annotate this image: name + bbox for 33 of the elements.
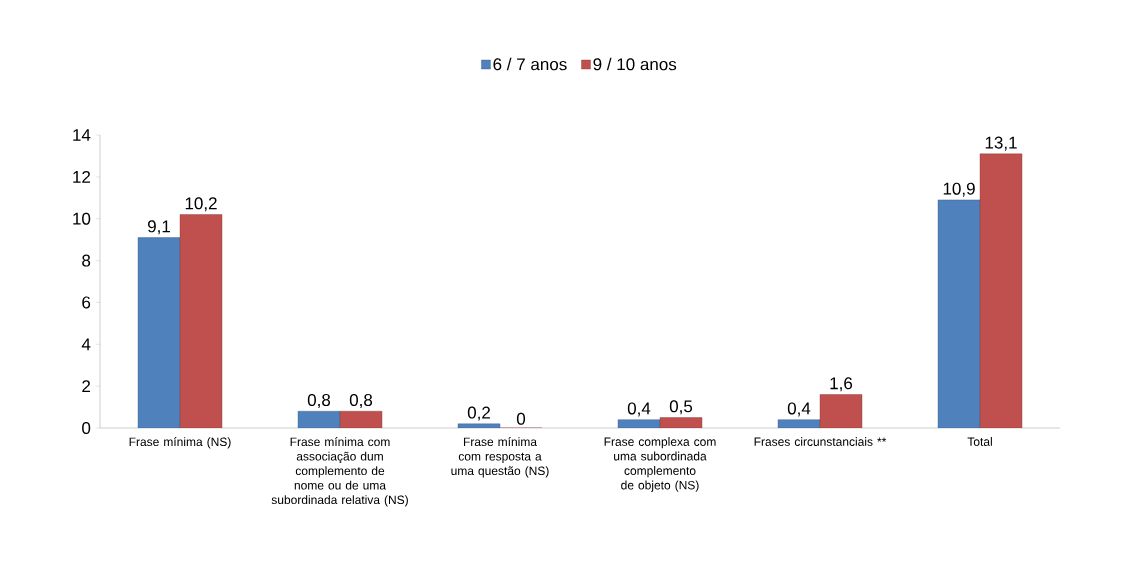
bar [937, 199, 981, 428]
legend-label: 9 / 10 anos [593, 57, 677, 71]
legend-label: 6 / 7 anos [493, 57, 567, 71]
data-label: 10,2 [185, 197, 217, 212]
data-label: 0,8 [307, 394, 331, 409]
y-tick-label: 0 [82, 421, 91, 435]
bar [979, 153, 1023, 428]
y-tick-label: 4 [81, 338, 91, 351]
data-label: 1,6 [830, 377, 853, 392]
y-tick-label: 10 [73, 212, 91, 225]
bar [137, 237, 181, 428]
y-tick-label: 6 [82, 296, 91, 309]
x-tick-label: Frase mínima (NS) [129, 437, 231, 449]
x-tick-label: Frase complexa com uma subordinada complemento de objeto (NS) [604, 437, 716, 492]
x-tick-label: Frase mínima com associação dum complemento de nome ou de uma subordinada relativa (NS) [271, 437, 408, 507]
bar [819, 394, 863, 428]
data-label: 0,8 [349, 394, 373, 409]
data-label: 0,2 [467, 406, 490, 421]
y-tick-label: 12 [73, 170, 91, 183]
data-label: 13,1 [985, 136, 1017, 151]
bar [179, 214, 223, 428]
x-tick-label: Frases circunstanciais ** [754, 437, 887, 446]
y-tick-label: 14 [73, 129, 91, 141]
data-label: 10,9 [943, 182, 975, 197]
data-label: 0,5 [669, 400, 693, 415]
x-tick-label: Total [967, 437, 992, 446]
data-label: 9,1 [147, 220, 170, 235]
y-tick-label: 8 [82, 254, 91, 267]
data-label: 0,4 [627, 402, 651, 417]
data-label: 0 [516, 412, 526, 425]
data-label: 0,4 [787, 402, 811, 417]
x-tick-label: Frase mínima com resposta a uma questão (NS) [451, 437, 549, 478]
y-tick-label: 2 [82, 380, 91, 393]
